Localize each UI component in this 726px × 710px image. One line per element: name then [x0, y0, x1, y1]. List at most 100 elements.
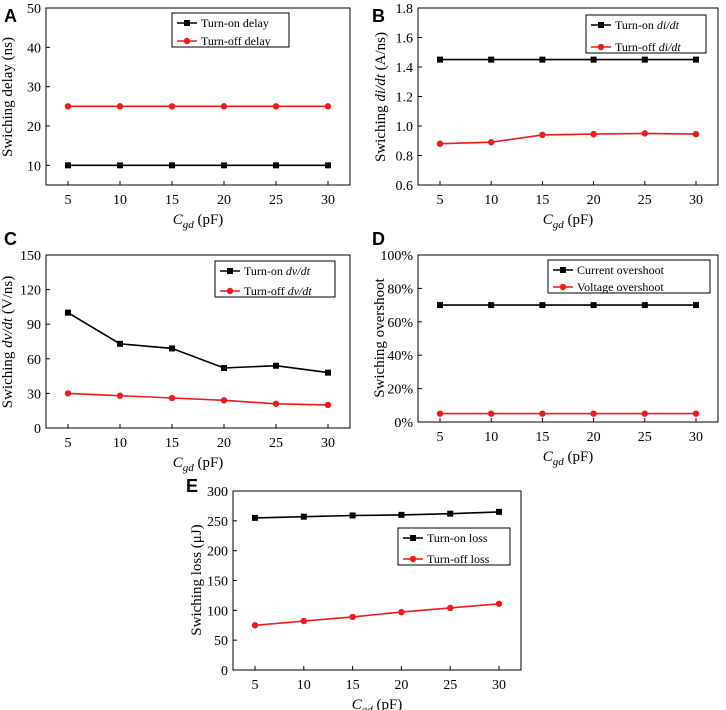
data-point	[272, 400, 280, 407]
x-tick-label: 20	[587, 430, 601, 445]
data-point	[168, 394, 176, 402]
x-tick-label: 15	[165, 193, 179, 208]
series-line-1	[67, 312, 329, 374]
y-tick-label: 150	[207, 575, 228, 590]
x-axis-label: Cgd (pF)	[173, 455, 224, 474]
panel-a: 10 20 30 40 50 5 10 15 20 25 30 Cgd (pF) Swiching de…	[0, 2, 351, 231]
x-tick-label: 10	[484, 193, 498, 208]
legend-marker	[560, 267, 566, 273]
data-point	[495, 600, 503, 607]
data-point	[168, 103, 176, 110]
legend: Turn-on dv/dt Turn-off dv/dt	[214, 260, 336, 298]
panel-label: E	[186, 476, 198, 496]
y-tick-label: 1.2	[396, 91, 414, 106]
x-axis-label: Cgd (pF)	[543, 449, 594, 468]
x-tick-label: 5	[437, 193, 444, 208]
y-axis-label: Swiching di/dt (A/ns)	[373, 32, 389, 162]
data-point	[220, 103, 228, 110]
plot-frame	[45, 254, 351, 429]
legend-label: Turn-on loss	[427, 531, 488, 545]
legend-marker	[227, 268, 233, 274]
x-tick-label: 25	[269, 436, 283, 451]
x-tick-label: 5	[252, 678, 259, 693]
data-point	[251, 622, 259, 629]
y-tick-label: 250	[207, 515, 228, 530]
legend-label: Turn-on di/dt	[615, 18, 680, 32]
panel-label: A	[4, 6, 17, 26]
x-tick-label: 10	[484, 430, 498, 445]
data-point	[692, 410, 700, 417]
data-point	[169, 345, 175, 352]
x-tick-label: 30	[689, 430, 703, 445]
data-point	[325, 369, 331, 376]
data-point	[324, 401, 332, 409]
data-point	[117, 162, 123, 169]
y-tick-label: 50	[27, 2, 41, 17]
data-point	[692, 130, 700, 138]
panel-label: C	[4, 229, 17, 249]
data-point	[436, 410, 444, 417]
data-point	[641, 130, 648, 137]
legend-marker	[410, 535, 416, 541]
series-line-2	[67, 392, 329, 406]
data-point	[349, 613, 356, 621]
panel-b: 0.6 0.8 1.0 1.2 1.4 1.6 1.8 5 10 15 20 25 30 Cgd (pF)…	[372, 2, 719, 231]
y-tick-label: 10	[27, 159, 41, 174]
legend: Turn-on delay Turn-off delay	[171, 12, 290, 48]
data-point	[272, 103, 280, 110]
y-tick-label: 120	[20, 284, 41, 299]
y-axis-label: Swiching delay (ns)	[0, 37, 16, 157]
x-tick-label: 15	[535, 193, 549, 208]
y-tick-label: 100%	[380, 249, 413, 264]
data-point	[300, 513, 307, 520]
data-point	[220, 397, 228, 404]
y-tick-label: 90	[27, 318, 41, 333]
legend: Turn-on loss Turn-off loss	[397, 527, 511, 566]
x-tick-label: 30	[689, 193, 703, 208]
legend-marker	[184, 20, 190, 26]
legend: Current overshoot Voltage overshoot	[547, 259, 711, 294]
x-tick-label: 30	[492, 678, 506, 693]
y-tick-label: 0.6	[396, 179, 414, 194]
data-point	[252, 514, 258, 521]
legend-label: Turn-on dv/dt	[244, 264, 311, 278]
y-axis-label: Swiching dv/dt (V/ns)	[0, 276, 16, 409]
data-point	[488, 139, 495, 146]
panel-d: 0% 20% 40% 60% 80% 100% 5 10 15 20 25 30 Cgd (pF) Swi…	[372, 229, 719, 468]
y-tick-label: 1.4	[396, 61, 414, 76]
legend-marker	[598, 22, 604, 28]
data-point	[398, 511, 405, 518]
y-tick-label: 20	[27, 120, 41, 135]
data-point	[641, 56, 648, 63]
x-tick-label: 25	[443, 678, 457, 693]
series-line-2	[439, 132, 697, 145]
data-point	[300, 617, 307, 625]
data-point	[539, 56, 546, 63]
data-point	[436, 140, 444, 147]
legend-marker	[226, 287, 234, 295]
data-point	[447, 604, 454, 612]
x-tick-label: 20	[394, 678, 408, 693]
data-point	[116, 392, 124, 399]
data-point	[539, 131, 546, 139]
data-point	[590, 130, 597, 138]
data-point	[590, 56, 597, 63]
x-tick-label: 20	[217, 436, 231, 451]
x-axis-label: Cgd (pF)	[543, 212, 594, 231]
y-tick-label: 150	[20, 249, 41, 264]
data-point	[221, 162, 227, 169]
y-tick-label: 1.8	[396, 2, 414, 17]
y-tick-label: 20%	[387, 383, 413, 398]
data-point	[693, 302, 699, 309]
legend-marker	[409, 555, 417, 563]
x-tick-label: 25	[269, 193, 283, 208]
data-point	[64, 103, 72, 110]
panel-label: D	[372, 229, 385, 249]
data-point	[64, 390, 72, 397]
x-tick-label: 30	[321, 193, 335, 208]
x-tick-label: 5	[65, 436, 72, 451]
legend-label: Turn-off loss	[427, 552, 490, 566]
legend-label: Current overshoot	[577, 263, 665, 277]
x-tick-label: 20	[587, 193, 601, 208]
legend-marker	[183, 37, 191, 45]
